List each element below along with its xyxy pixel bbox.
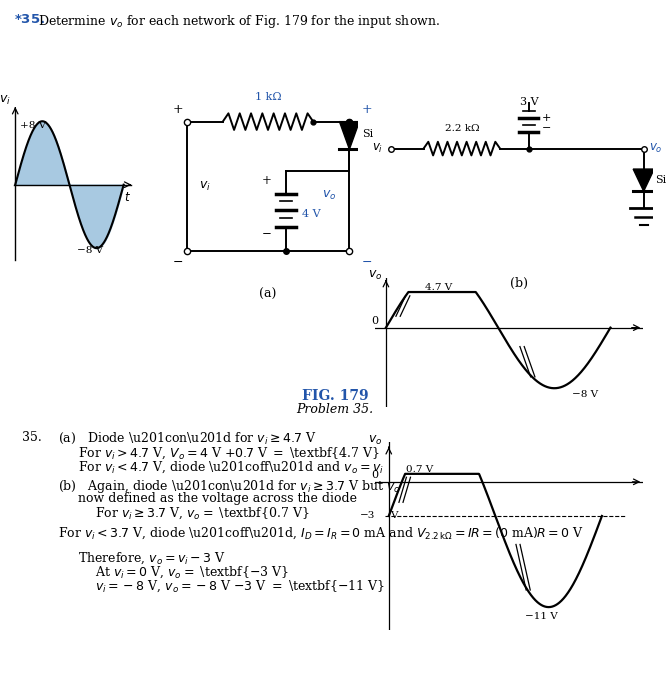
Text: $t$: $t$ [123,191,131,204]
Text: −: − [172,256,183,269]
Text: 3 V: 3 V [519,97,538,107]
Text: $v_i$: $v_i$ [372,142,383,155]
Text: For $v_i < 3.7$ V, diode \u201coff\u201d, $I_D = I_R = 0$ mA and $V_{2.2\,\mathr: For $v_i < 3.7$ V, diode \u201coff\u201d… [58,526,584,541]
Text: 35.: 35. [22,431,42,444]
Text: $v_o$: $v_o$ [322,189,336,202]
Text: −: − [362,256,373,269]
Text: At $v_i = 0$ V, $v_o =$ \textbf{$-$3 V}: At $v_i = 0$ V, $v_o =$ \textbf{$-$3 V} [95,565,289,580]
Text: +: + [262,174,271,187]
Text: 0: 0 [372,316,379,326]
Text: For $v_i > 4.7$ V, $V_o = 4$ V $+ 0.7$ V $=$ \textbf{4.7 V}: For $v_i > 4.7$ V, $V_o = 4$ V $+ 0.7$ V… [78,446,381,461]
Text: 0: 0 [371,470,379,480]
Text: −: − [542,123,551,133]
Text: +8 V: +8 V [19,120,46,129]
Text: $v_i$: $v_i$ [199,180,210,193]
Text: +: + [542,113,551,123]
Text: +: + [362,103,373,116]
Text: For $v_i < 4.7$ V, diode \u201coff\u201d and $v_o = v_i$: For $v_i < 4.7$ V, diode \u201coff\u201d… [78,460,384,475]
Text: −3: −3 [360,512,375,521]
Text: Therefore, $v_o = v_i - 3$ V: Therefore, $v_o = v_i - 3$ V [78,551,226,567]
Text: $v_i$: $v_i$ [0,94,11,107]
Text: (a)   Diode \u201con\u201d for $v_i \geq 4.7$ V: (a) Diode \u201con\u201d for $v_i \geq 4… [58,431,316,446]
Text: now defined as the voltage across the diode: now defined as the voltage across the di… [78,492,357,505]
Text: $v_o$: $v_o$ [368,269,383,282]
Text: Determine $v_o$ for each network of Fig. 179 for the input shown.: Determine $v_o$ for each network of Fig.… [38,13,440,30]
Text: −: − [262,226,271,239]
Text: 4.7 V: 4.7 V [425,283,452,292]
Text: 0.7 V: 0.7 V [406,465,433,474]
Text: For $v_i \geq 3.7$ V, $v_o =$ \textbf{0.7 V}: For $v_i \geq 3.7$ V, $v_o =$ \textbf{0.… [95,506,310,521]
Text: 2.2 kΩ: 2.2 kΩ [444,125,479,133]
Text: $v_o$: $v_o$ [649,142,663,155]
Text: 1 kΩ: 1 kΩ [255,93,281,102]
Text: +: + [172,103,183,116]
Text: $v_i = -8$ V, $v_o = -8$ V $- 3$ V $=$ \textbf{$-$11 V}: $v_i = -8$ V, $v_o = -8$ V $- 3$ V $=$ \… [95,579,385,594]
Polygon shape [340,122,359,150]
Text: Si: Si [362,129,373,139]
Text: V: V [391,512,398,521]
Text: (b): (b) [511,276,528,290]
Text: $\mathbf{*35.}$: $\mathbf{*35.}$ [14,13,45,26]
Text: Si: Si [655,175,667,185]
Text: FIG. 179: FIG. 179 [302,389,368,403]
Text: −8 V: −8 V [77,246,103,255]
Text: (b)   Again, diode \u201con\u201d for $v_i \geq 3.7$ V but $v_o$: (b) Again, diode \u201con\u201d for $v_i… [58,478,401,495]
Text: (a): (a) [259,287,277,301]
Text: $v_o$: $v_o$ [368,434,382,447]
Text: Problem 35.: Problem 35. [296,403,374,416]
Text: −8 V: −8 V [572,390,598,399]
Text: 4 V: 4 V [302,209,321,219]
Polygon shape [633,169,654,191]
Text: −11 V: −11 V [525,612,558,621]
